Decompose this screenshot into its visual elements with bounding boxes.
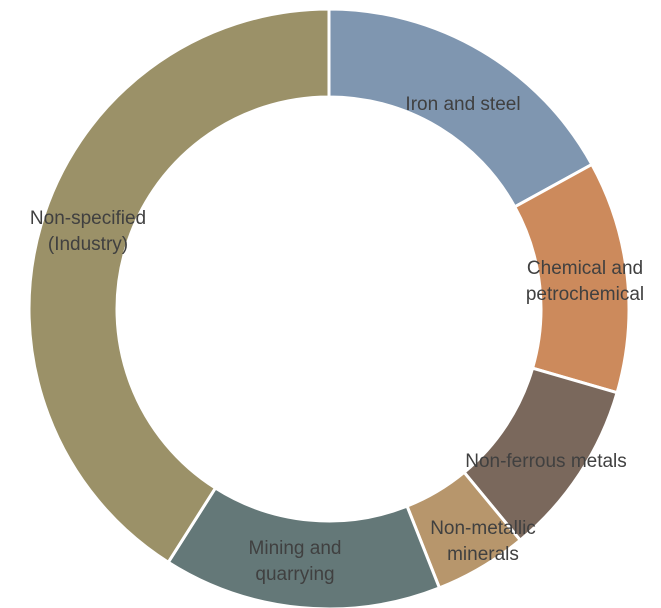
label-line: Non-specified [30, 208, 146, 229]
label-line: Iron and steel [405, 94, 520, 115]
label-iron-and-steel: Iron and steel [405, 94, 520, 115]
label-chemical-and-petrochemical: Chemical and petrochemical [526, 258, 644, 305]
label-non-ferrous-metals: Non-ferrous metals [465, 451, 627, 472]
label-non-specified-industry: Non-specified (Industry) [30, 208, 146, 255]
label-line: petrochemical [526, 284, 644, 305]
label-line: Mining and [249, 538, 342, 559]
label-line: Non-ferrous metals [465, 451, 627, 472]
label-non-metallic-minerals: Non-metallic minerals [430, 518, 536, 565]
label-mining-and-quarrying: Mining and quarrying [249, 538, 342, 585]
label-line: minerals [447, 544, 519, 565]
label-line: Non-metallic [430, 518, 536, 539]
labels-layer: Iron and steel Chemical and petrochemical N… [30, 94, 644, 585]
label-line: Chemical and [527, 258, 643, 279]
slices-layer [27, 7, 631, 608]
label-line: (Industry) [48, 234, 128, 255]
label-line: quarrying [255, 564, 334, 585]
slice-non-specified-industry [27, 7, 331, 565]
